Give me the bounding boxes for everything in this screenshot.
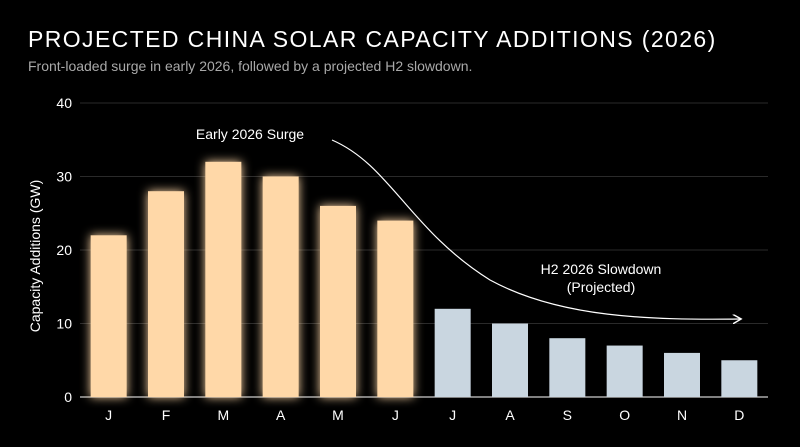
x-tick-label: J xyxy=(105,407,112,423)
trend-arrow xyxy=(331,139,740,319)
bar-4 xyxy=(262,176,299,397)
x-tick-label: D xyxy=(734,407,744,423)
x-tick-label: M xyxy=(332,407,344,423)
x-tick-label: M xyxy=(217,407,229,423)
x-tick-label: J xyxy=(449,407,456,423)
x-tick-label: F xyxy=(162,407,171,423)
bar-9 xyxy=(549,338,586,397)
bar-12 xyxy=(721,360,758,397)
bar-6 xyxy=(377,220,414,397)
chart-title: PROJECTED CHINA SOLAR CAPACITY ADDITIONS… xyxy=(28,26,717,52)
x-tick-label: O xyxy=(619,407,630,423)
x-tick-label: A xyxy=(505,407,515,423)
y-tick-label: 30 xyxy=(56,169,72,185)
y-tick-label: 0 xyxy=(64,389,72,405)
bar-5 xyxy=(320,205,356,397)
tick-labels: 0 10 20 30 40 J F M A M J J A S O N D xyxy=(56,95,744,423)
bar-8 xyxy=(492,323,528,397)
x-tick-label: N xyxy=(677,407,687,423)
bar-1 xyxy=(90,235,127,397)
bar-7 xyxy=(434,308,471,397)
y-tick-label: 10 xyxy=(56,316,72,332)
bar-2 xyxy=(148,191,184,397)
annotation-slowdown-subtitle: (Projected) xyxy=(567,279,635,295)
y-tick-label: 40 xyxy=(56,95,72,111)
bar-3 xyxy=(205,161,242,397)
annotation-surge: Early 2026 Surge xyxy=(196,126,304,142)
annotation-slowdown-title: H2 2026 Slowdown xyxy=(541,261,662,277)
x-tick-label: A xyxy=(276,407,286,423)
x-tick-label: S xyxy=(563,407,572,423)
grid-lines xyxy=(80,102,768,398)
chart-subtitle: Front-loaded surge in early 2026, follow… xyxy=(28,58,473,74)
y-tick-label: 20 xyxy=(56,242,72,258)
x-tick-label: J xyxy=(392,407,399,423)
bar-11 xyxy=(664,352,700,397)
bars xyxy=(90,161,758,397)
y-axis-label: Capacity Additions (GW) xyxy=(27,180,43,333)
bar-10 xyxy=(606,345,643,397)
